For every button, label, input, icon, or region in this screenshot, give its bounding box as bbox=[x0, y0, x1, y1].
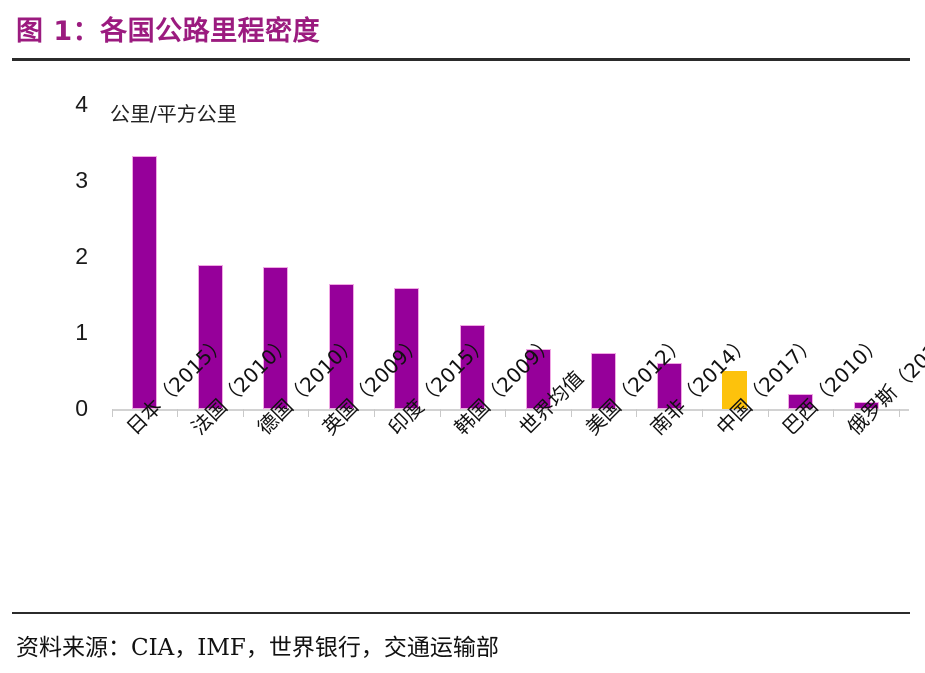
x-axis-tick bbox=[308, 409, 310, 417]
x-axis-tick bbox=[570, 409, 572, 417]
x-axis-tick bbox=[898, 409, 900, 417]
footer-divider bbox=[12, 612, 910, 614]
x-axis-tick bbox=[177, 409, 179, 417]
bar-chart: 公里/平方公里 0 1 2 3 4 bbox=[0, 62, 925, 607]
bar[interactable] bbox=[591, 352, 617, 409]
x-axis-tick bbox=[505, 409, 507, 417]
bar[interactable] bbox=[656, 362, 682, 409]
bar[interactable] bbox=[263, 266, 289, 409]
x-axis-tick bbox=[833, 409, 835, 417]
plot-area bbox=[112, 105, 909, 409]
y-axis-tick-label: 1 bbox=[75, 319, 88, 345]
x-axis-tick bbox=[373, 409, 375, 417]
title-divider bbox=[12, 58, 910, 61]
bar[interactable] bbox=[394, 288, 420, 409]
x-axis-labels: 日本（2015） 法国（2010） 德国（2010） 英国（2009） 印度（2015）… bbox=[0, 316, 925, 600]
bar[interactable] bbox=[132, 155, 157, 409]
y-axis-tick-label: 4 bbox=[75, 91, 88, 117]
bar[interactable] bbox=[853, 402, 879, 409]
x-axis-baseline bbox=[112, 409, 909, 411]
y-axis-tick-label: 2 bbox=[75, 243, 88, 269]
x-axis-tick bbox=[636, 409, 638, 417]
bar[interactable] bbox=[328, 284, 354, 409]
x-axis-tick bbox=[701, 409, 703, 417]
figure-title: 图 1：各国公路里程密度 bbox=[16, 16, 321, 47]
y-axis-tick-label: 0 bbox=[75, 395, 88, 421]
bar[interactable] bbox=[722, 371, 748, 409]
bar[interactable] bbox=[788, 393, 813, 409]
x-axis-tick bbox=[242, 409, 244, 417]
bar[interactable] bbox=[197, 264, 223, 409]
x-axis-tick bbox=[439, 409, 441, 417]
bar[interactable] bbox=[525, 348, 551, 409]
y-axis-unit-label: 公里/平方公里 bbox=[110, 102, 237, 126]
y-axis-tick-label: 3 bbox=[75, 167, 88, 193]
source-note: 资料来源：CIA，IMF，世界银行，交通运输部 bbox=[16, 635, 499, 661]
x-axis-tick bbox=[767, 409, 769, 417]
x-axis-tick bbox=[111, 409, 113, 417]
bar[interactable] bbox=[460, 325, 485, 409]
